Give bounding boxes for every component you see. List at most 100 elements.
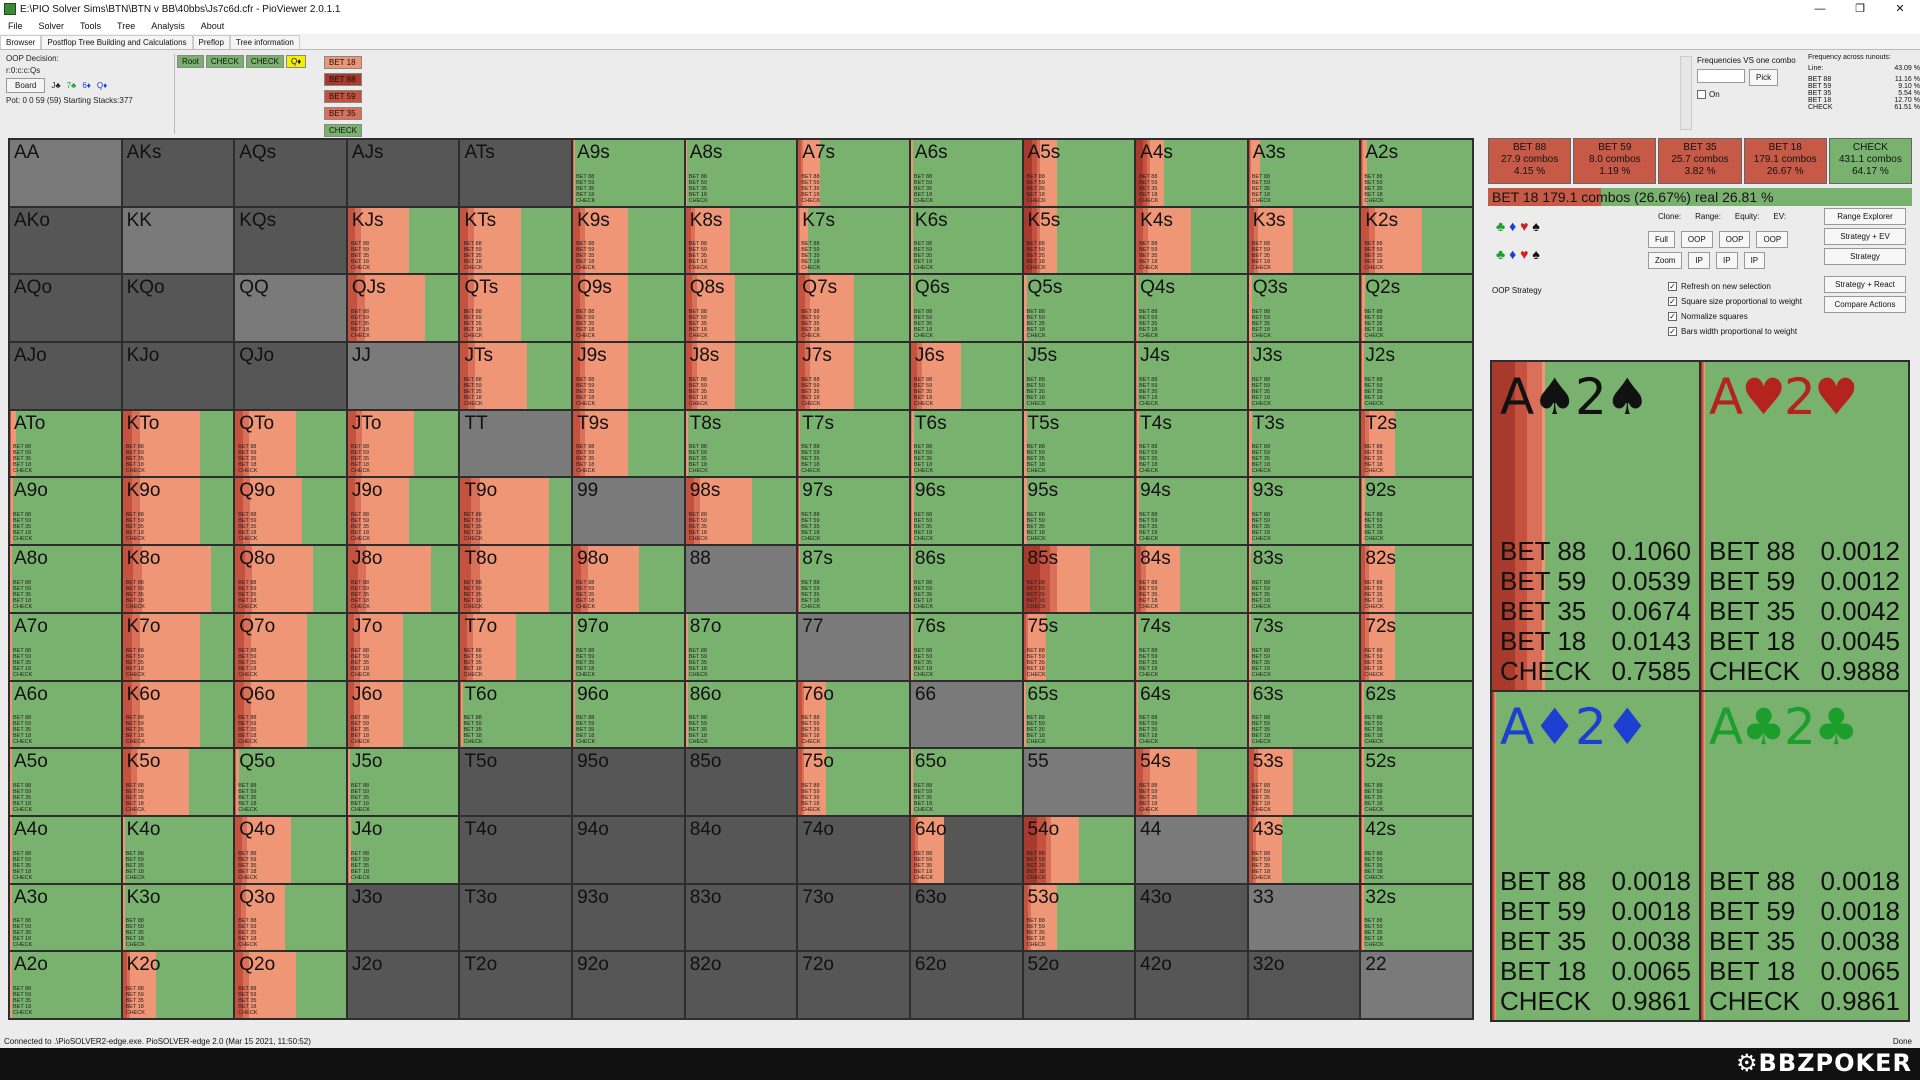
hand-cell[interactable]: BET 88 BET 59 BET 35 BET 18 CHECK 92s	[1361, 478, 1472, 545]
hand-cell[interactable]: AKo	[10, 207, 121, 274]
combo-panel[interactable]: A♥2♥ BET 88 0.0012 BET 59 0.0012 BET 35 0.0042…	[1701, 362, 1908, 690]
range-oop-button[interactable]: OOP	[1680, 231, 1713, 248]
heart-icon[interactable]: ♥	[1520, 246, 1529, 262]
hand-cell[interactable]: BET 88 BET 59 BET 35 BET 18 CHECK J9o	[347, 478, 459, 545]
hand-cell[interactable]: 55	[1023, 749, 1135, 815]
hand-cell[interactable]: ATs	[460, 140, 572, 206]
pick-button[interactable]: Pick	[1749, 69, 1779, 86]
hand-cell[interactable]: BET 88 BET 59 BET 35 BET 18 CHECK Q8s	[685, 275, 797, 342]
hand-cell[interactable]: BET 88 BET 59 BET 35 BET 18 CHECK 76o	[798, 681, 909, 748]
hand-cell[interactable]: 73o	[798, 884, 909, 951]
diamond-icon[interactable]: ♦	[1509, 246, 1517, 262]
menu-file[interactable]: File	[8, 21, 23, 31]
tree-option-bet88[interactable]: BET 88	[324, 73, 363, 86]
hand-cell[interactable]: BET 88 BET 59 BET 35 BET 18 CHECK 43s	[1248, 816, 1360, 883]
hand-cell[interactable]: BET 88 BET 59 BET 35 BET 18 CHECK K9s	[573, 207, 684, 274]
equity-oop-button[interactable]: OOP	[1718, 231, 1751, 248]
hand-cell[interactable]: BET 88 BET 59 BET 35 BET 18 CHECK 42s	[1361, 816, 1472, 883]
summary-check[interactable]: CHECK 431.1 combos 64.17 %	[1828, 138, 1913, 184]
checkbox[interactable]: ✓	[1668, 327, 1677, 336]
hand-cell[interactable]: BET 88 BET 59 BET 35 BET 18 CHECK 74s	[1136, 613, 1247, 680]
hand-cell[interactable]: BET 88 BET 59 BET 35 BET 18 CHECK A7o	[10, 613, 121, 680]
combo-panel[interactable]: A♦2♦ BET 88 0.0018 BET 59 0.0018 BET 35 0.0038…	[1492, 692, 1699, 1020]
hand-cell[interactable]: BET 88 BET 59 BET 35 BET 18 CHECK 65o	[910, 749, 1022, 815]
hand-cell[interactable]: BET 88 BET 59 BET 35 BET 18 CHECK A3o	[10, 884, 121, 951]
tree-node-root[interactable]: Root	[177, 55, 204, 68]
hand-cell[interactable]: BET 88 BET 59 BET 35 BET 18 CHECK T2s	[1361, 410, 1472, 477]
tree-option-bet18[interactable]: BET 18	[324, 56, 363, 69]
hand-cell[interactable]: BET 88 BET 59 BET 35 BET 18 CHECK A8o	[10, 546, 121, 612]
hand-cell[interactable]: BET 88 BET 59 BET 35 BET 18 CHECK A2s	[1361, 140, 1472, 206]
hand-cell[interactable]: BET 88 BET 59 BET 35 BET 18 CHECK 75s	[1023, 613, 1135, 680]
hand-cell[interactable]: BET 88 BET 59 BET 35 BET 18 CHECK 53o	[1023, 884, 1135, 951]
combo-panel[interactable]: A♣2♣ BET 88 0.0018 BET 59 0.0018 BET 35 0.0038…	[1701, 692, 1908, 1020]
club-icon[interactable]: ♣	[1496, 218, 1506, 234]
hand-cell[interactable]: BET 88 BET 59 BET 35 BET 18 CHECK A3s	[1248, 140, 1360, 206]
hand-cell[interactable]: BET 88 BET 59 BET 35 BET 18 CHECK J2s	[1361, 343, 1472, 409]
tree-node-check[interactable]: CHECK	[205, 55, 244, 68]
hand-cell[interactable]: BET 88 BET 59 BET 35 BET 18 CHECK Q2o	[235, 952, 346, 1018]
summary-bet35[interactable]: BET 35 25.7 combos 3.82 %	[1658, 138, 1742, 184]
hand-cell[interactable]: BET 88 BET 59 BET 35 BET 18 CHECK 95s	[1023, 478, 1135, 545]
tree-node-check[interactable]: CHECK	[245, 55, 284, 68]
hand-cell[interactable]: BET 88 BET 59 BET 35 BET 18 CHECK KTo	[122, 410, 234, 477]
ev-oop-button[interactable]: OOP	[1756, 231, 1789, 248]
hand-cell[interactable]: BET 88 BET 59 BET 35 BET 18 CHECK 94s	[1136, 478, 1247, 545]
hand-cell[interactable]: BET 88 BET 59 BET 35 BET 18 CHECK 83s	[1248, 546, 1360, 612]
menu-analysis[interactable]: Analysis	[151, 21, 185, 31]
hand-cell[interactable]: AJo	[10, 343, 121, 409]
hand-cell[interactable]: BET 88 BET 59 BET 35 BET 18 CHECK A9s	[573, 140, 684, 206]
hand-cell[interactable]: BET 88 BET 59 BET 35 BET 18 CHECK K7s	[798, 207, 909, 274]
hand-cell[interactable]: BET 88 BET 59 BET 35 BET 18 CHECK QTs	[460, 275, 572, 342]
hand-cell[interactable]: BET 88 BET 59 BET 35 BET 18 CHECK A6s	[910, 140, 1022, 206]
hand-cell[interactable]: T2o	[460, 952, 572, 1018]
tree-node-card[interactable]: Q♦	[285, 55, 307, 68]
diamond-icon[interactable]: ♦	[1509, 218, 1517, 234]
on-checkbox[interactable]	[1697, 90, 1706, 99]
hand-cell[interactable]: 62o	[910, 952, 1022, 1018]
hand-cell[interactable]: BET 88 BET 59 BET 35 BET 18 CHECK T6s	[910, 410, 1022, 477]
hand-cell[interactable]: BET 88 BET 59 BET 35 BET 18 CHECK A5o	[10, 749, 121, 815]
combo-panel[interactable]: A♠2♠ BET 88 0.1060 BET 59 0.0539 BET 35 0.0674…	[1492, 362, 1699, 690]
club-icon[interactable]: ♣	[1496, 246, 1506, 262]
hand-cell[interactable]: KQo	[122, 275, 234, 342]
hand-cell[interactable]: QJo	[235, 343, 346, 409]
tab-browser[interactable]: Browser	[0, 35, 42, 49]
close-button[interactable]: ✕	[1895, 3, 1905, 15]
hand-cell[interactable]: BET 88 BET 59 BET 35 BET 18 CHECK K9o	[122, 478, 234, 545]
tab-preflop[interactable]: Preflop	[192, 35, 230, 49]
hand-cell[interactable]: BET 88 BET 59 BET 35 BET 18 CHECK J8o	[347, 546, 459, 612]
hand-cell[interactable]: BET 88 BET 59 BET 35 BET 18 CHECK K5s	[1023, 207, 1135, 274]
hand-cell[interactable]: 88	[685, 546, 797, 612]
hand-cell[interactable]: 95o	[573, 749, 684, 815]
hand-cell[interactable]: BET 88 BET 59 BET 35 BET 18 CHECK K6s	[910, 207, 1022, 274]
hand-cell[interactable]: KJo	[122, 343, 234, 409]
hand-cell[interactable]: BET 88 BET 59 BET 35 BET 18 CHECK Q6o	[235, 681, 346, 748]
hand-cell[interactable]: 85o	[685, 749, 797, 815]
hand-cell[interactable]: BET 88 BET 59 BET 35 BET 18 CHECK J7o	[347, 613, 459, 680]
hand-cell[interactable]: KK	[122, 207, 234, 274]
tree-option-bet59[interactable]: BET 59	[324, 90, 363, 103]
hand-cell[interactable]: 42o	[1136, 952, 1247, 1018]
hand-cell[interactable]: BET 88 BET 59 BET 35 BET 18 CHECK Q8o	[235, 546, 346, 612]
hand-cell[interactable]: BET 88 BET 59 BET 35 BET 18 CHECK Q4s	[1136, 275, 1247, 342]
hand-cell[interactable]: BET 88 BET 59 BET 35 BET 18 CHECK QTo	[235, 410, 346, 477]
hand-cell[interactable]: 63o	[910, 884, 1022, 951]
hand-cell[interactable]: BET 88 BET 59 BET 35 BET 18 CHECK T7s	[798, 410, 909, 477]
hand-cell[interactable]: BET 88 BET 59 BET 35 BET 18 CHECK T8o	[460, 546, 572, 612]
hand-cell[interactable]: 83o	[685, 884, 797, 951]
hand-cell[interactable]: BET 88 BET 59 BET 35 BET 18 CHECK T8s	[685, 410, 797, 477]
hand-cell[interactable]: BET 88 BET 59 BET 35 BET 18 CHECK 97o	[573, 613, 684, 680]
hand-cell[interactable]: BET 88 BET 59 BET 35 BET 18 CHECK J5o	[347, 749, 459, 815]
range-explorer-button[interactable]: Range Explorer	[1824, 208, 1906, 225]
menu-tools[interactable]: Tools	[80, 21, 102, 31]
hand-cell[interactable]: BET 88 BET 59 BET 35 BET 18 CHECK 98s	[685, 478, 797, 545]
hand-cell[interactable]: BET 88 BET 59 BET 35 BET 18 CHECK 85s	[1023, 546, 1135, 612]
hand-cell[interactable]: BET 88 BET 59 BET 35 BET 18 CHECK Q7s	[798, 275, 909, 342]
hand-cell[interactable]: AQs	[235, 140, 346, 206]
zoom-button[interactable]: Zoom	[1648, 252, 1683, 269]
hand-cell[interactable]: BET 88 BET 59 BET 35 BET 18 CHECK 62s	[1361, 681, 1472, 748]
hand-cell[interactable]: BET 88 BET 59 BET 35 BET 18 CHECK T7o	[460, 613, 572, 680]
strategy-ev-button[interactable]: Strategy + EV	[1824, 228, 1906, 245]
hand-cell[interactable]: BET 88 BET 59 BET 35 BET 18 CHECK 96o	[573, 681, 684, 748]
